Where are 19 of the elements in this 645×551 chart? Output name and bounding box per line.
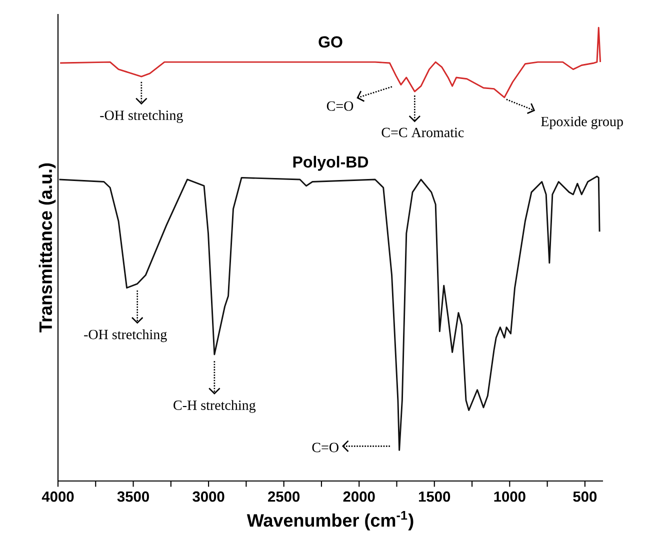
- x-tick-label: 2500: [268, 491, 300, 502]
- annotation: -OH stretching: [100, 110, 183, 123]
- series-label: Polyol-BD: [293, 156, 368, 171]
- y-axis-title: Transmittance (a.u.): [38, 163, 56, 332]
- x-tick-label: 1500: [418, 491, 450, 502]
- annotation: C-H stretching: [174, 400, 256, 413]
- x-axis-title: Wavenumber (cm$^{-1}$): [246, 510, 414, 530]
- x-tick-label: 3500: [117, 491, 149, 502]
- series-label: GO: [318, 36, 342, 48]
- annotation: C=C Aromatic: [382, 128, 464, 138]
- x-tick-label: 4000: [42, 491, 74, 502]
- x-tick-label: 500: [573, 491, 597, 502]
- x-tick-label: 3000: [192, 491, 224, 502]
- annotation: Epoxide group: [541, 116, 623, 130]
- annotation: C=O: [326, 101, 354, 111]
- x-tick-label: 1000: [494, 491, 526, 502]
- annotation: -OH stretching: [84, 329, 167, 342]
- x-tick-label: 2000: [343, 491, 375, 502]
- annotation: C=O: [312, 442, 338, 452]
